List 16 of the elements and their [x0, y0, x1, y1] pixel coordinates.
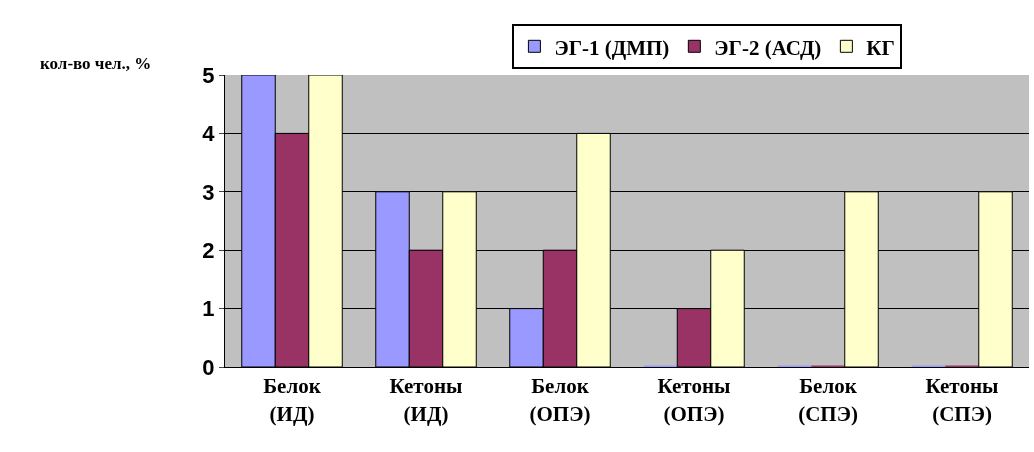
legend-label: ЭГ-1 (ДМП): [554, 35, 670, 60]
x-tick-label: Белок (ИД): [263, 374, 322, 426]
x-tick-label: Кетоны (ОПЭ): [657, 374, 731, 426]
x-tick-label: Белок (СПЭ): [798, 374, 858, 426]
y-axis-title: кол-во чел., %: [40, 54, 152, 73]
legend-label: КГ: [866, 35, 895, 60]
x-tick-label: Кетоны (ИД): [389, 374, 463, 426]
y-tick-label: 3: [202, 179, 215, 205]
y-tick-label: 2: [202, 237, 215, 263]
y-tick-label: 1: [202, 296, 215, 322]
y-tick-label: 5: [202, 62, 215, 88]
x-tick-label: Кетоны (СПЭ): [925, 374, 999, 426]
legend-label: ЭГ-2 (АСД): [714, 35, 822, 60]
y-tick-label: 0: [202, 354, 215, 380]
y-tick-label: 4: [202, 121, 216, 147]
x-tick-label: Белок (ОПЭ): [529, 374, 591, 426]
